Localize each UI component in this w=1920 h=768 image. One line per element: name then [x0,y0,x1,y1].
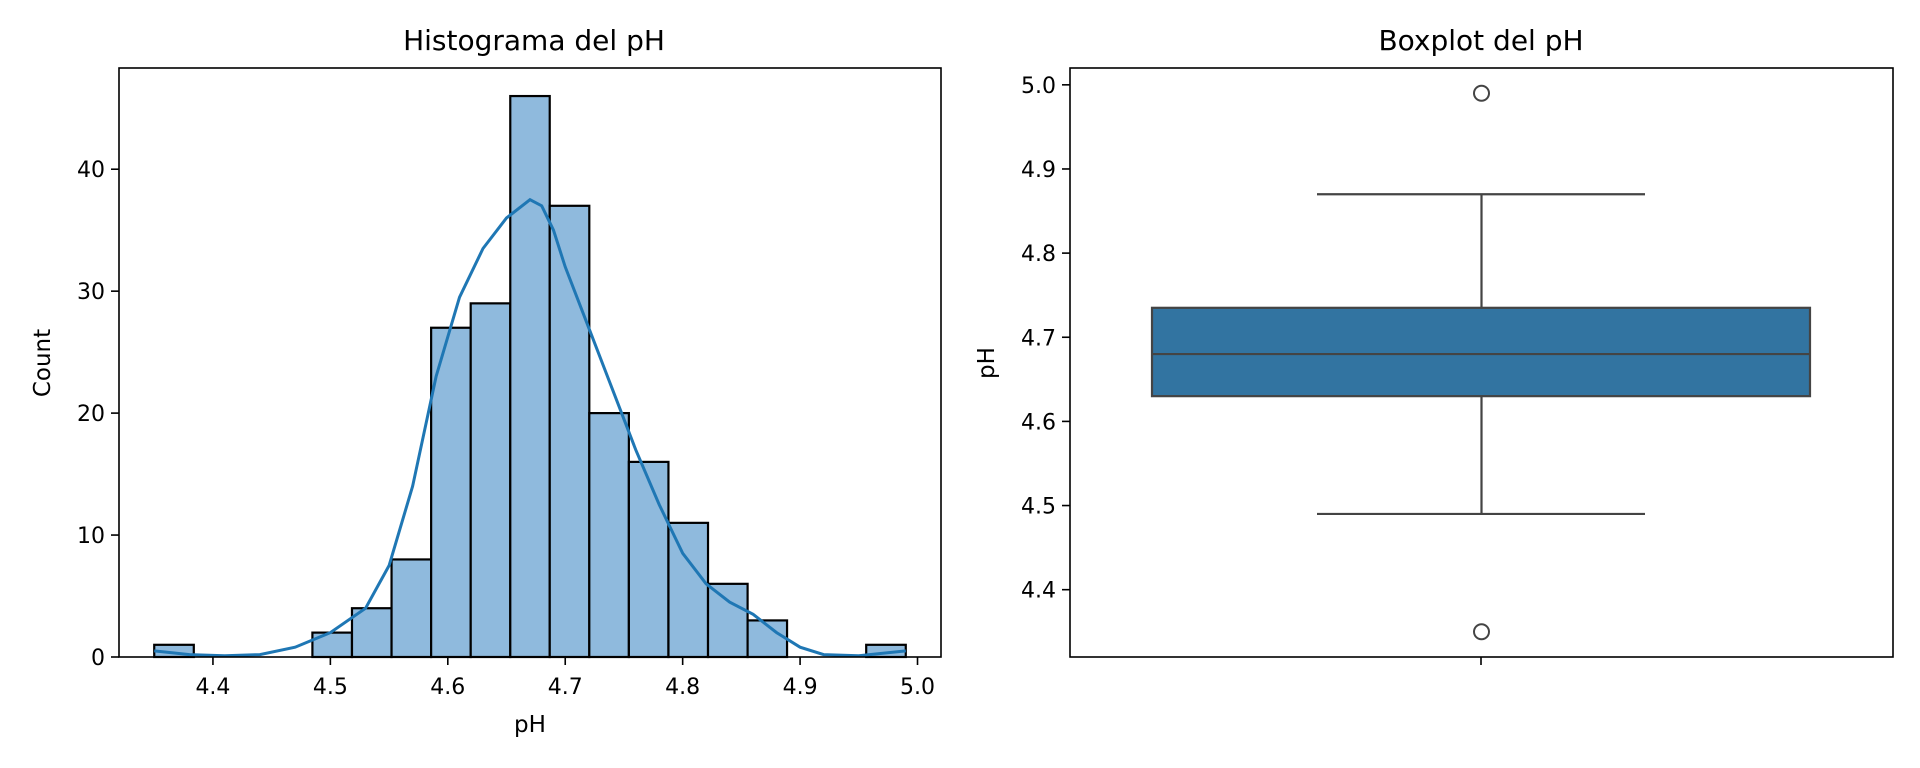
x-tick-label: 4.5 [313,675,348,700]
histogram-bar [509,94,551,659]
y-tick-label: 20 [77,402,105,427]
histogram-bar [588,412,630,659]
outlier-point [1473,623,1490,641]
y-tick-label: 5.0 [1021,74,1056,99]
y-tick-label: 10 [77,524,105,549]
histogram-bar [350,607,393,659]
histogram-chart: Histograma del pH 4.4 4.5 4.6 4.7 4.8 4.9 5.0 … [30,24,942,738]
histogram-bar [548,204,591,659]
histogram-y-label: Count [30,329,56,397]
x-tick-label: 4.7 [548,675,583,700]
histogram-y-ticks: 0 10 20 30 40 [77,158,119,671]
y-tick-label: 4.5 [1021,495,1056,520]
histogram-title: Histograma del pH [403,24,665,57]
y-tick-label: 4.7 [1021,326,1056,351]
histogram-x-ticks: 4.4 4.5 4.6 4.7 4.8 4.9 5.0 [195,657,935,700]
x-tick-label: 5.0 [900,675,935,700]
iqr-box [1150,306,1812,398]
histogram-axes-frame [118,67,942,658]
histogram-bars [153,94,907,659]
histogram-bar [667,521,710,659]
y-tick-label: 4.8 [1021,242,1056,267]
boxplot-y-label: pH [974,347,1000,379]
histogram-bar [706,582,749,659]
y-tick-label: 4.6 [1021,410,1056,435]
boxplot-title: Boxplot del pH [1378,24,1583,57]
boxplot-chart: Boxplot del pH 4.4 4.5 4.6 4.7 4.8 4.9 5.0 pH [974,24,1894,665]
y-tick-label: 40 [77,158,105,183]
y-tick-label: 4.9 [1021,158,1056,183]
boxplot-y-ticks: 4.4 4.5 4.6 4.7 4.8 4.9 5.0 [1021,74,1070,604]
x-tick-label: 4.8 [665,675,700,700]
y-tick-label: 0 [91,646,105,671]
histogram-x-label: pH [514,712,546,738]
kde-curve [154,197,906,658]
x-tick-label: 4.9 [783,675,818,700]
boxplot-marks [1150,84,1812,641]
histogram-bar [627,460,670,659]
x-tick-label: 4.6 [430,675,465,700]
histogram-bar [469,302,512,659]
x-tick-label: 4.4 [195,675,230,700]
y-tick-label: 30 [77,280,105,305]
histogram-bar [390,558,433,659]
outlier-point [1473,84,1490,102]
y-tick-label: 4.4 [1021,579,1056,604]
